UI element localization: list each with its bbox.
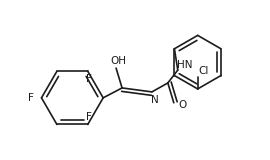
Text: F: F xyxy=(86,112,92,122)
Text: F: F xyxy=(86,74,92,84)
Text: O: O xyxy=(179,100,187,110)
Text: F: F xyxy=(28,93,33,103)
Text: HN: HN xyxy=(177,60,193,70)
Text: OH: OH xyxy=(110,56,126,66)
Text: N: N xyxy=(151,95,159,105)
Text: Cl: Cl xyxy=(198,66,209,76)
